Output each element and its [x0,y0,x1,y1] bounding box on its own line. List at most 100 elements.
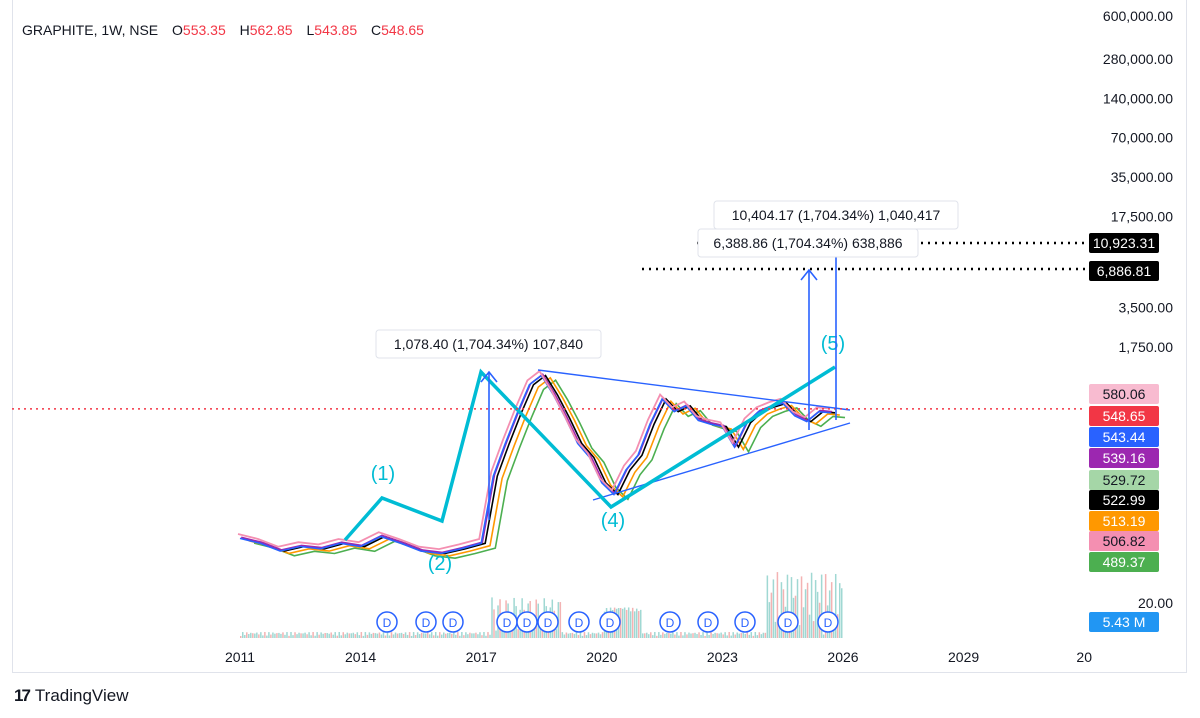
volume-bar [732,632,734,638]
volume-bar [254,633,256,638]
dividend-marker [659,611,681,633]
volume-bar [378,632,381,638]
price-axis-label: 489.37 [1103,554,1146,570]
dividend-marker-label: D [449,616,458,630]
volume-bar [296,634,298,638]
wave-label: (4) [601,510,625,532]
volume-bar [248,634,250,638]
volume-bar [332,634,334,638]
volume-bar [736,632,738,638]
y-tick-label: 20.00 [1138,595,1173,611]
price-axis-label-box [1089,427,1159,447]
volume-bar [762,632,765,638]
volume-bar [820,574,823,638]
dividend-marker [442,611,464,633]
volume-bar [660,634,662,638]
volume-bar [814,580,817,638]
dividend-marker [777,611,799,633]
volume-bar [700,634,702,638]
price-axis-label-box [1089,490,1159,510]
volume-bar [388,635,391,638]
volume-bar [633,611,636,638]
volume-bar [360,632,363,638]
volume-bar [270,634,272,638]
volume-bar [716,633,718,638]
tradingview-logo[interactable]: 17 TradingView [14,686,128,706]
volume-bar [585,635,588,638]
volume-bar [824,574,827,638]
volume-bar [708,634,710,638]
y-tick-label: 70,000.00 [1111,130,1173,146]
volume-bar [581,635,584,638]
dividend-marker [568,611,590,633]
volume-bar [577,634,580,638]
volume-bar [394,632,397,638]
volume-bar [706,632,708,638]
volume-bar [668,633,670,638]
volume-bar [593,633,596,638]
dividend-marker [734,611,756,633]
volume-bar [290,632,292,638]
volume-bar [463,635,465,638]
high-value: 562.85 [249,22,293,38]
moving-average-line [248,376,840,557]
volume-bar [742,632,744,638]
volume-bar [746,632,749,638]
dividend-marker-label: D [606,616,615,630]
volume-bar [838,583,841,638]
volume-bar [306,634,308,638]
price-axis-label: 543.44 [1103,429,1146,445]
volume-bar [424,633,427,638]
volume-bar [702,632,704,638]
volume-bar [382,632,385,638]
high-label: H [239,22,250,38]
volume-bar [288,635,290,638]
volume-bar [796,579,799,638]
price-axis-label-box [1089,470,1159,490]
volume-bar [320,632,322,638]
price-axis-label: 522.99 [1103,492,1146,508]
volume-bar [266,635,268,638]
measure-arrow-head [800,268,818,281]
volume-bar [754,632,757,638]
volume-bar [449,632,451,638]
volume-bar [822,634,825,638]
dividend-marker-label: D [544,616,553,630]
x-tick-label: 2014 [345,649,376,665]
volume-bar [597,632,600,638]
volume-bar [599,634,602,638]
low-label: L [306,22,315,38]
close-label: C [371,22,382,38]
chart-frame[interactable] [12,0,1187,673]
volume-bar [469,632,471,638]
volume-bar [322,633,324,638]
volume-bar [298,632,300,638]
volume-bar [362,635,365,638]
volume-bar [471,633,473,638]
volume-bar [487,632,489,638]
volume-bar [483,632,485,638]
volume-bar [414,635,417,638]
volume-bar [376,633,379,638]
volume-bar [432,635,435,638]
volume-bar [350,633,353,638]
volume-bar [422,633,425,638]
volume-bar [344,634,347,638]
volume-bar [443,632,445,638]
tradingview-logo-icon: 17 [14,686,31,705]
volume-bar [770,592,773,638]
volume-bar [637,611,640,638]
volume-bar [278,632,280,638]
elliott-wave-line [343,365,836,542]
volume-bar [808,614,811,638]
volume-bar [591,632,594,638]
volume-bar [284,634,286,638]
volume-bar [436,635,439,638]
volume-bar [692,633,694,638]
volume-bar [396,633,399,638]
close-value: 548.65 [381,22,424,38]
volume-bar [418,634,421,638]
price-axis-label: 539.16 [1103,450,1146,466]
volume-bar [595,633,598,638]
